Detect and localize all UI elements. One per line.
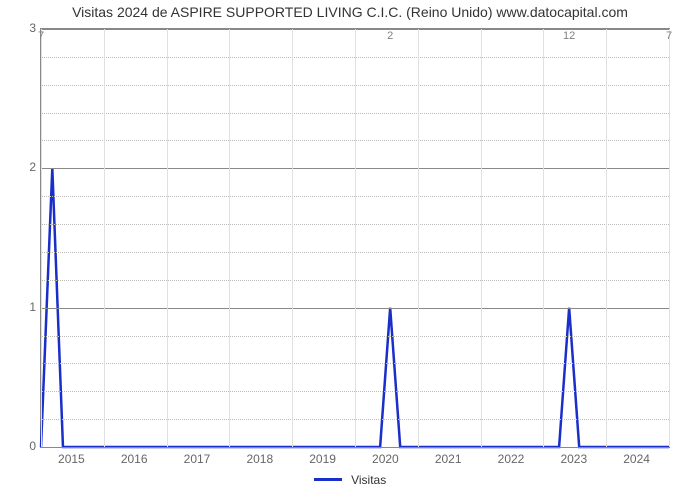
x-tick-label: 2015 [58, 452, 85, 466]
x-gridline [355, 29, 356, 447]
data-point-label: 2 [387, 30, 393, 42]
x-tick-label: 2023 [560, 452, 587, 466]
x-tick-label: 2020 [372, 452, 399, 466]
y-tick-label: 2 [14, 160, 36, 174]
x-gridline [104, 29, 105, 447]
x-gridline [292, 29, 293, 447]
data-point-label: 7 [38, 30, 44, 42]
plot-area: 7 2 12 7 [40, 28, 670, 448]
y-tick-label: 0 [14, 439, 36, 453]
data-point-label: 7 [666, 30, 672, 42]
x-tick-label: 2018 [246, 452, 273, 466]
x-gridline [167, 29, 168, 447]
x-tick-label: 2021 [435, 452, 462, 466]
visits-chart: Visitas 2024 de ASPIRE SUPPORTED LIVING … [0, 0, 700, 500]
x-tick-label: 2017 [184, 452, 211, 466]
y-tick-label: 3 [14, 21, 36, 35]
x-tick-label: 2016 [121, 452, 148, 466]
x-gridline [606, 29, 607, 447]
y-gridline [41, 447, 669, 448]
x-gridline [543, 29, 544, 447]
data-point-label: 12 [563, 30, 575, 42]
x-gridline [481, 29, 482, 447]
y-tick-label: 1 [14, 300, 36, 314]
legend: Visitas [0, 472, 700, 487]
x-gridline [41, 29, 42, 447]
x-tick-label: 2024 [623, 452, 650, 466]
x-gridline [669, 29, 670, 447]
x-gridline [229, 29, 230, 447]
x-gridline [418, 29, 419, 447]
legend-label: Visitas [351, 473, 386, 487]
legend-swatch [314, 478, 342, 481]
chart-title: Visitas 2024 de ASPIRE SUPPORTED LIVING … [0, 4, 700, 20]
x-tick-label: 2022 [498, 452, 525, 466]
x-tick-label: 2019 [309, 452, 336, 466]
